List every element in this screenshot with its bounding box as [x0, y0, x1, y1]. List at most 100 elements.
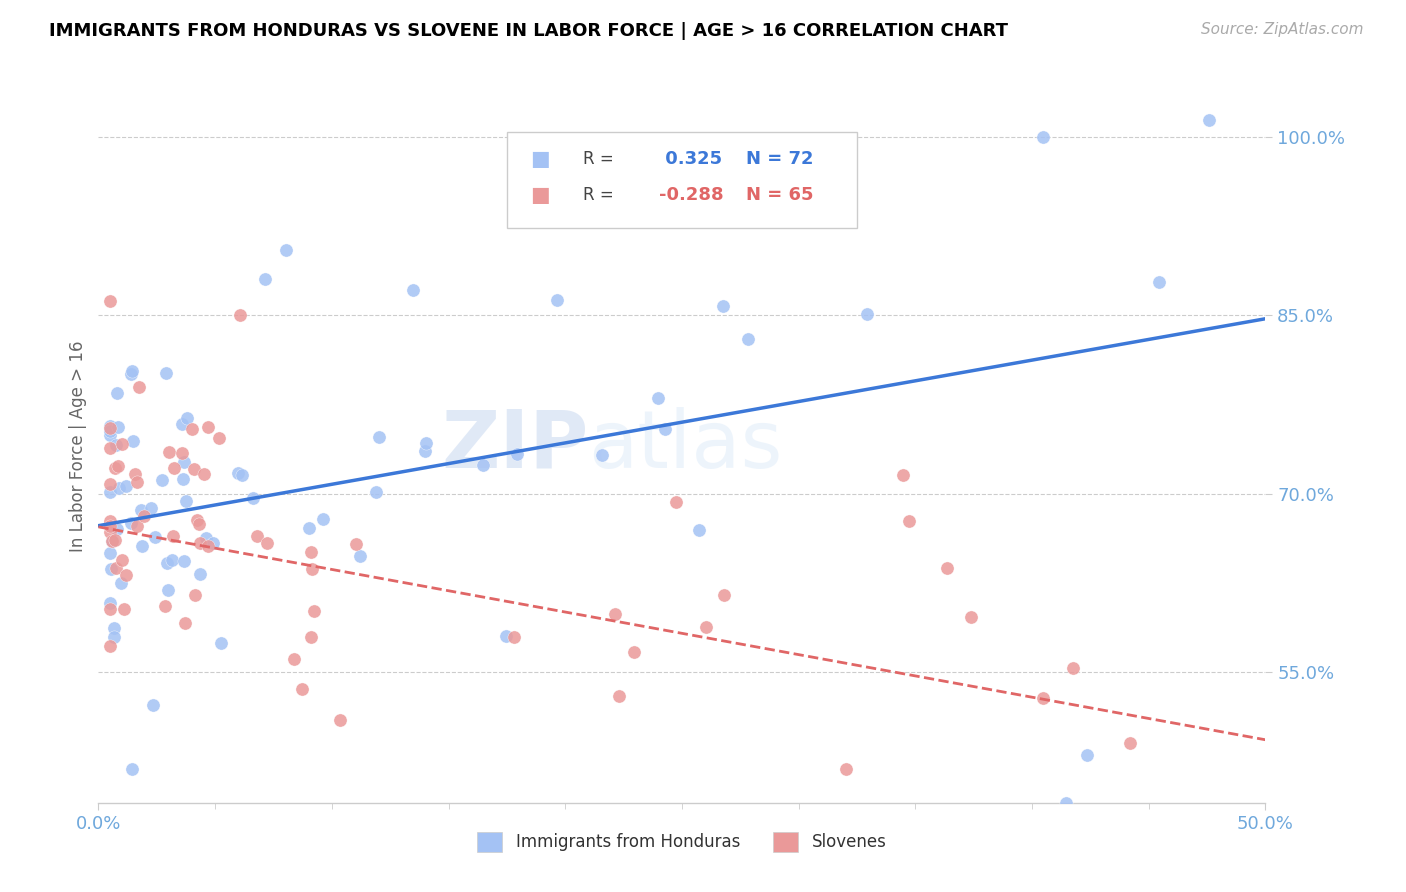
Point [110, 576, 132, 591]
Point [188, 516, 211, 531]
Text: ZIP: ZIP [441, 407, 589, 485]
Point [855, 307, 877, 321]
Point [162, 529, 184, 543]
Point [98, 428, 121, 442]
Point [195, 531, 218, 545]
Point [1032, 690, 1054, 705]
Point [181, 422, 204, 436]
Point [299, 630, 322, 644]
Point [98, 294, 121, 309]
Point [737, 332, 759, 346]
Point [101, 533, 124, 548]
Point [299, 545, 322, 559]
Point [111, 437, 134, 451]
Point [155, 599, 177, 614]
Point [157, 444, 180, 458]
Point [143, 529, 166, 543]
Point [141, 500, 163, 515]
Point [254, 272, 277, 286]
Point [98, 518, 121, 533]
Point [125, 519, 148, 533]
Point [1062, 661, 1084, 675]
Point [402, 284, 425, 298]
Point [105, 386, 128, 401]
Point [897, 514, 920, 528]
Point [472, 458, 495, 472]
Point [344, 537, 367, 551]
Point [603, 607, 626, 622]
Point [208, 431, 231, 445]
Text: -0.288: -0.288 [658, 186, 723, 203]
Point [163, 461, 186, 475]
Point [546, 293, 568, 307]
Point [226, 466, 249, 480]
Point [193, 467, 215, 481]
Point [665, 495, 688, 509]
Point [246, 529, 269, 543]
Point [298, 521, 321, 535]
Point [647, 391, 669, 405]
Text: IMMIGRANTS FROM HONDURAS VS SLOVENE IN LABOR FORCE | AGE > 16 CORRELATION CHART: IMMIGRANTS FROM HONDURAS VS SLOVENE IN L… [49, 22, 1008, 40]
Point [413, 444, 436, 458]
Point [186, 512, 208, 526]
Point [104, 438, 127, 452]
Point [120, 367, 142, 381]
Point [302, 604, 325, 618]
Text: ■: ■ [530, 149, 550, 169]
Point [197, 420, 219, 434]
Point [301, 562, 323, 576]
Point [98, 639, 121, 653]
Point [588, 195, 610, 210]
Point [368, 430, 391, 444]
Point [609, 690, 631, 704]
Point [1054, 796, 1077, 810]
Point [156, 583, 179, 598]
Point [98, 546, 121, 560]
Point [291, 681, 314, 696]
Point [349, 549, 371, 563]
Point [98, 485, 121, 500]
Y-axis label: In Labor Force | Age > 16: In Labor Force | Age > 16 [69, 340, 87, 552]
Text: Source: ZipAtlas.com: Source: ZipAtlas.com [1201, 22, 1364, 37]
Text: ■: ■ [530, 185, 550, 205]
Text: R =: R = [582, 186, 613, 203]
Point [98, 424, 121, 438]
Point [329, 713, 352, 727]
Point [503, 630, 526, 644]
Point [173, 554, 195, 568]
Point [1076, 748, 1098, 763]
Point [105, 522, 128, 536]
Point [121, 364, 143, 378]
Point [111, 553, 134, 567]
Point [1032, 129, 1054, 144]
Point [654, 421, 676, 435]
Point [711, 299, 734, 313]
Point [231, 468, 253, 483]
Text: atlas: atlas [589, 407, 783, 485]
Point [108, 481, 131, 495]
Point [103, 630, 125, 644]
Point [115, 479, 138, 493]
Point [124, 467, 146, 482]
Point [364, 484, 387, 499]
Point [256, 536, 278, 550]
Point [188, 536, 211, 550]
Point [98, 602, 121, 616]
Point [276, 243, 298, 257]
Text: 0.325: 0.325 [658, 150, 721, 168]
Point [101, 533, 124, 548]
Point [173, 455, 195, 469]
Point [132, 508, 155, 523]
Legend: Immigrants from Honduras, Slovenes: Immigrants from Honduras, Slovenes [471, 825, 893, 859]
Point [98, 597, 121, 611]
Point [415, 436, 437, 450]
Point [100, 562, 122, 576]
Point [121, 762, 143, 776]
Text: N = 65: N = 65 [747, 186, 814, 203]
Point [229, 308, 252, 322]
Point [155, 366, 177, 380]
Point [202, 535, 225, 549]
Point [1147, 275, 1170, 289]
Point [960, 610, 983, 624]
Point [283, 651, 305, 665]
